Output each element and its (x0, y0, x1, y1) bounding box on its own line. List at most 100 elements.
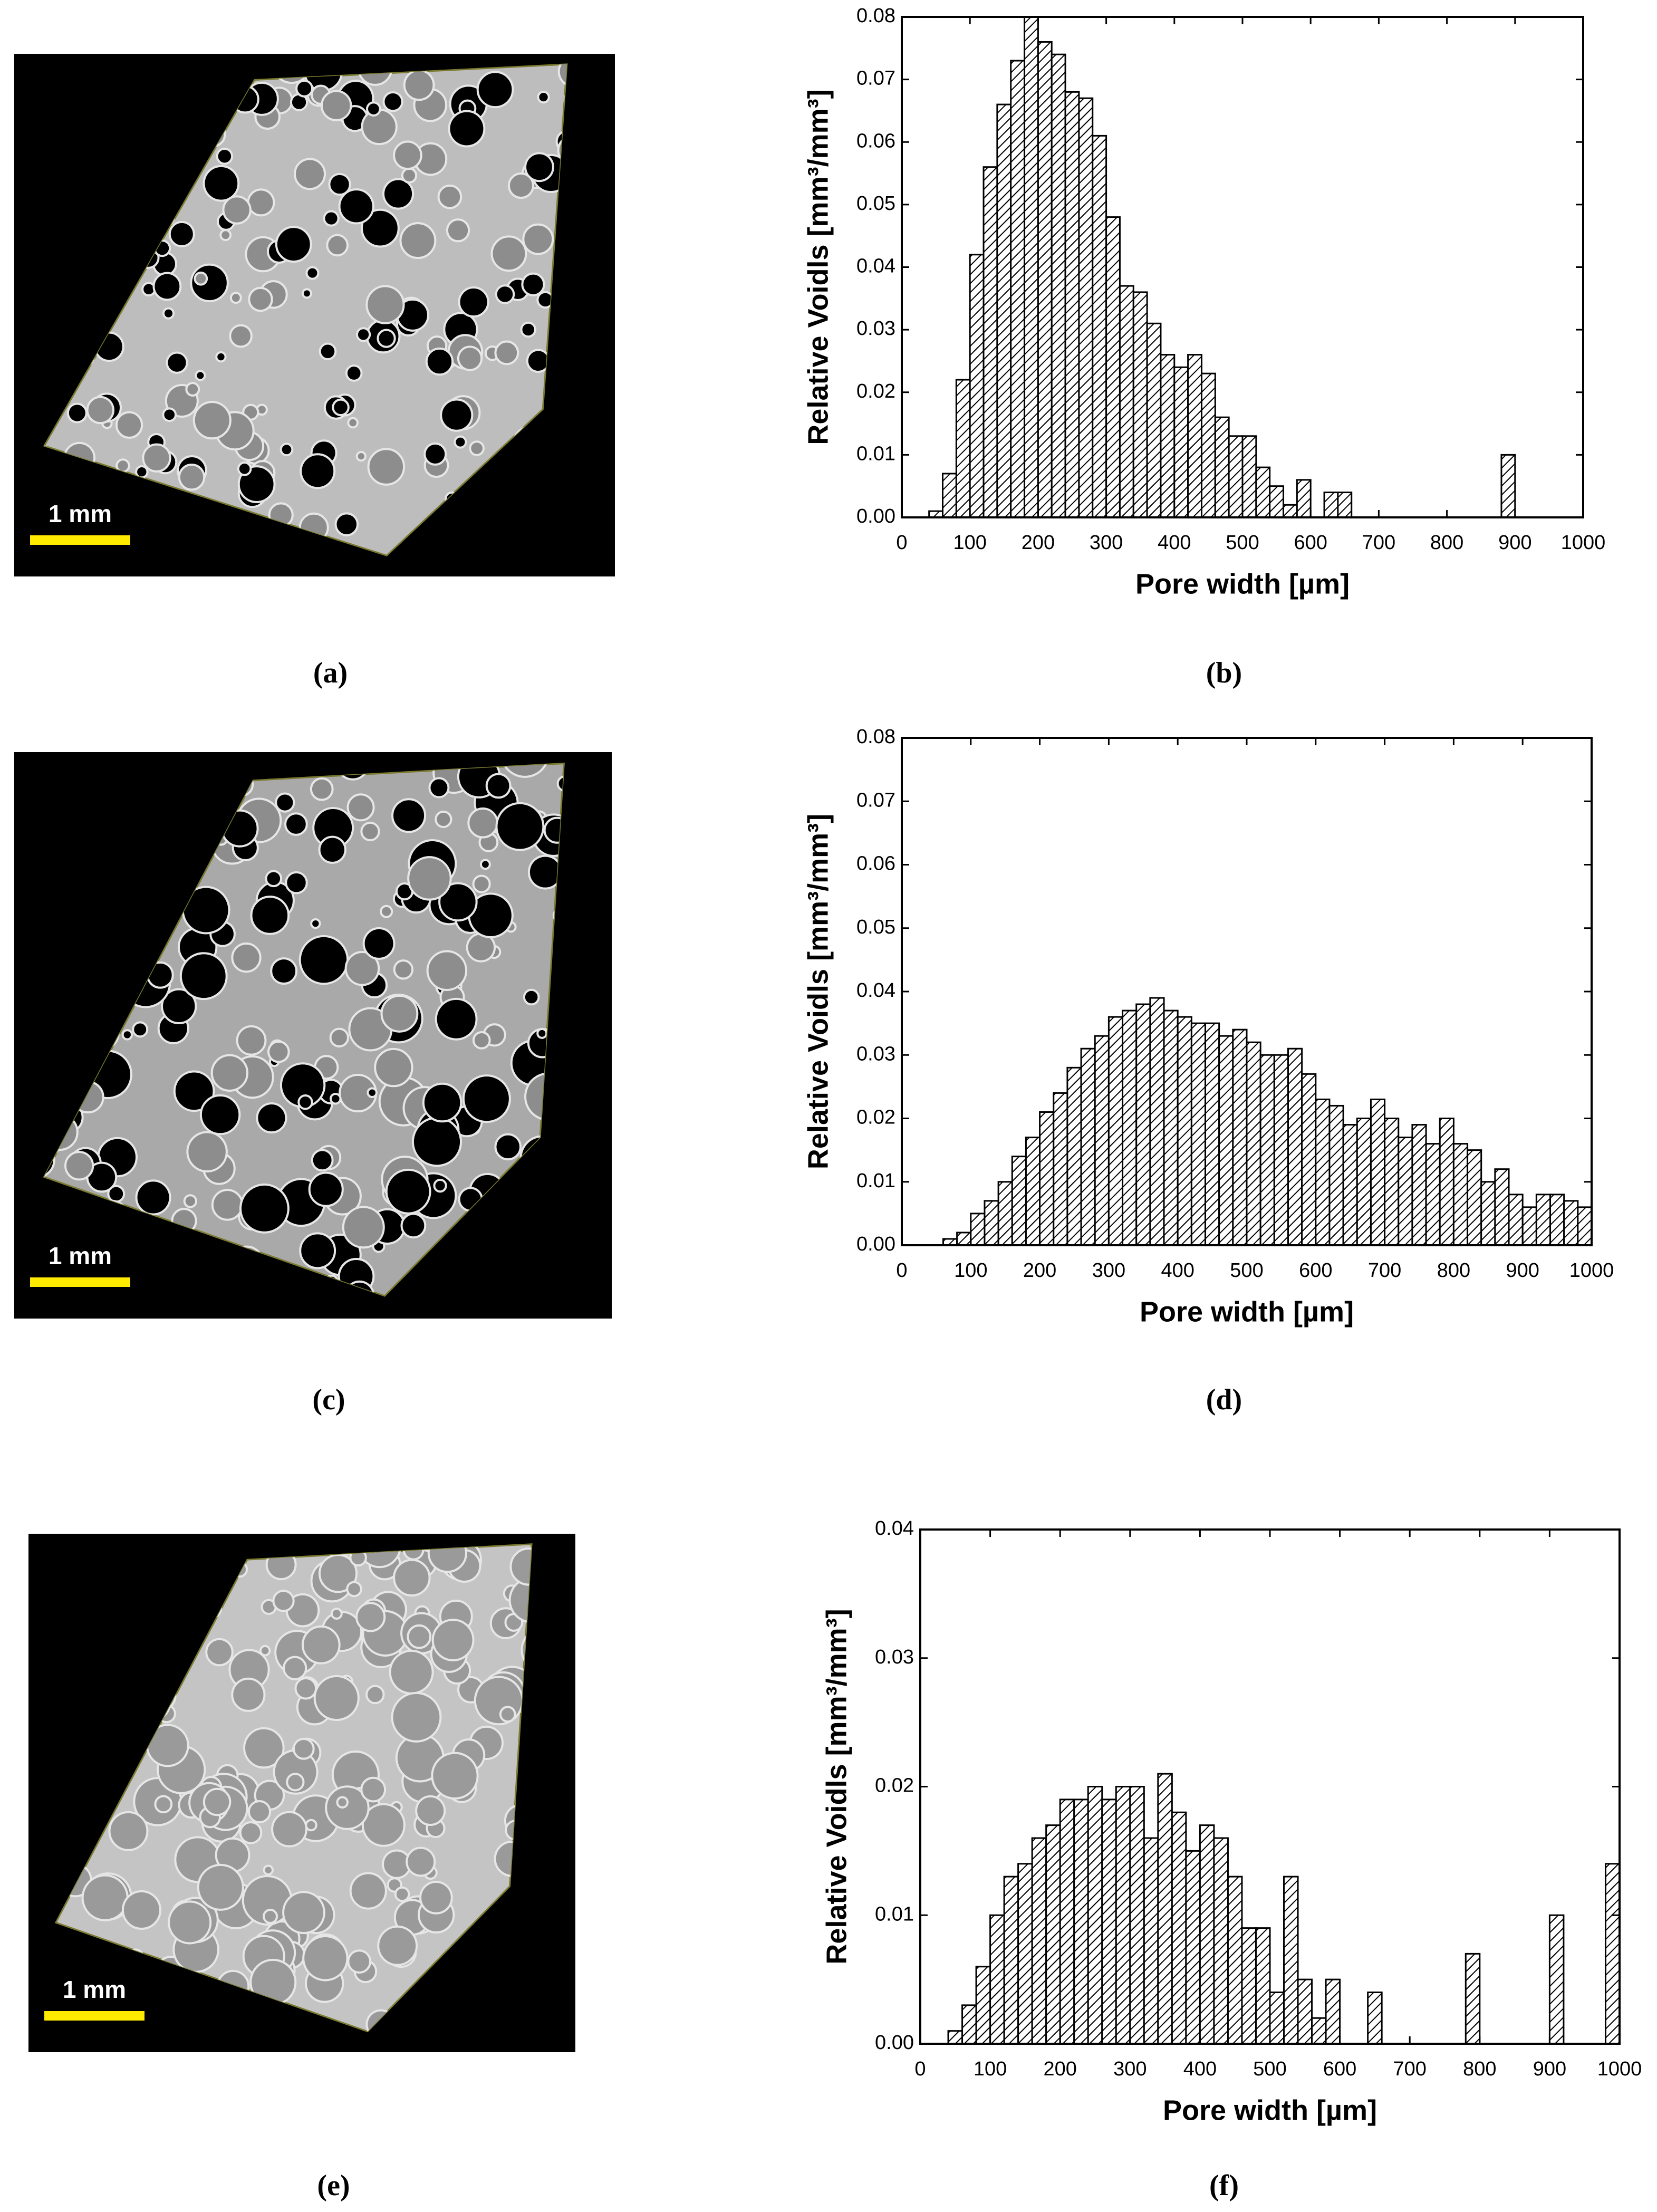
x-tick-label: 200 (1023, 1259, 1056, 1282)
bar (1549, 1194, 1565, 1246)
pore (361, 108, 398, 146)
bar (1200, 372, 1216, 518)
pore (298, 935, 349, 985)
panel-label: (b) (1206, 657, 1242, 689)
pore (178, 463, 206, 491)
pore (325, 1785, 370, 1830)
pore (338, 188, 374, 225)
pore (323, 210, 340, 227)
pore (297, 1094, 313, 1110)
bar (1228, 435, 1244, 518)
pore (313, 1675, 360, 1721)
bar (1199, 1824, 1215, 2045)
bar (1232, 1028, 1248, 1246)
bar (1273, 1054, 1289, 1246)
bar (982, 166, 998, 518)
x-tick-label: 500 (1253, 2058, 1286, 2080)
bar (1297, 1978, 1313, 2045)
y-tick-label: 0.02 (875, 1775, 914, 1797)
bar (1269, 485, 1285, 518)
pore (360, 1776, 387, 1803)
pore (366, 101, 381, 117)
pore (407, 856, 452, 901)
pore (259, 1644, 271, 1657)
pore (115, 411, 143, 439)
pore (391, 1691, 442, 1743)
pore (328, 172, 351, 196)
pore (346, 793, 375, 822)
pore (203, 165, 240, 202)
pore (407, 1624, 432, 1649)
x-tick-label: 700 (1368, 1259, 1401, 1282)
pore (320, 90, 352, 121)
x-tick-label: 1000 (1597, 2058, 1642, 2080)
bar (1010, 60, 1026, 518)
pore (329, 1092, 342, 1105)
bar (1548, 1914, 1565, 2045)
pore (431, 1619, 475, 1661)
bar (1143, 1837, 1159, 2045)
pore (355, 327, 371, 342)
pore (285, 871, 308, 895)
scale-bar (30, 1277, 130, 1287)
x-tick-label: 800 (1437, 1259, 1470, 1282)
x-tick-label: 900 (1498, 532, 1531, 554)
bar (1190, 1022, 1207, 1246)
pore (377, 1925, 418, 1966)
pore (332, 398, 350, 417)
pore (427, 1544, 467, 1573)
x-tick-label: 400 (1158, 532, 1191, 554)
pore (374, 1047, 413, 1088)
pore (385, 1168, 431, 1215)
pore (380, 994, 419, 1033)
x-tick-label: 500 (1230, 1259, 1263, 1282)
pore (334, 512, 359, 536)
y-tick-label: 0.00 (875, 2032, 914, 2054)
bar (1031, 1837, 1047, 2045)
pore (236, 1025, 267, 1056)
bar (1039, 1111, 1055, 1246)
pore (415, 1795, 446, 1826)
pore (211, 1189, 244, 1221)
bar (1398, 1137, 1413, 1246)
pore (247, 1800, 272, 1824)
x-tick-label: 400 (1161, 1259, 1194, 1282)
pore (556, 775, 564, 792)
bar (1521, 1206, 1537, 1246)
pore (286, 1773, 305, 1792)
panel-label: (f) (1209, 2169, 1239, 2202)
pore (467, 807, 498, 839)
x-tick-label: 600 (1294, 532, 1327, 554)
pore (425, 347, 454, 376)
pore (247, 188, 275, 217)
pore (292, 1737, 315, 1760)
bar (1577, 1206, 1593, 1246)
bar (1384, 1118, 1400, 1246)
pore (86, 396, 114, 425)
pore (399, 222, 437, 259)
pore (433, 1178, 447, 1193)
bar (1315, 1098, 1331, 1246)
bar (1177, 1016, 1192, 1246)
x-tick-label: 0 (896, 532, 907, 554)
bar (1135, 1003, 1151, 1246)
panel-label: (e) (317, 2169, 350, 2202)
pore (318, 1554, 358, 1593)
x-tick-label: 300 (1113, 2058, 1147, 2080)
bar (1508, 1194, 1524, 1246)
y-tick-label: 0.08 (856, 5, 895, 27)
bar (1107, 1016, 1124, 1246)
bar (1017, 1863, 1033, 2045)
pore (462, 1074, 511, 1123)
pore (479, 859, 491, 870)
y-tick-label: 0.07 (856, 68, 895, 90)
y-tick-label: 0.06 (856, 130, 895, 152)
pore (275, 792, 295, 813)
x-tick-label: 1000 (1569, 1259, 1614, 1282)
pore (472, 1031, 491, 1050)
bar (1535, 1194, 1552, 1246)
bar (1011, 1156, 1027, 1246)
bar (1059, 1799, 1075, 2045)
pore (426, 950, 468, 991)
pore (142, 443, 171, 473)
